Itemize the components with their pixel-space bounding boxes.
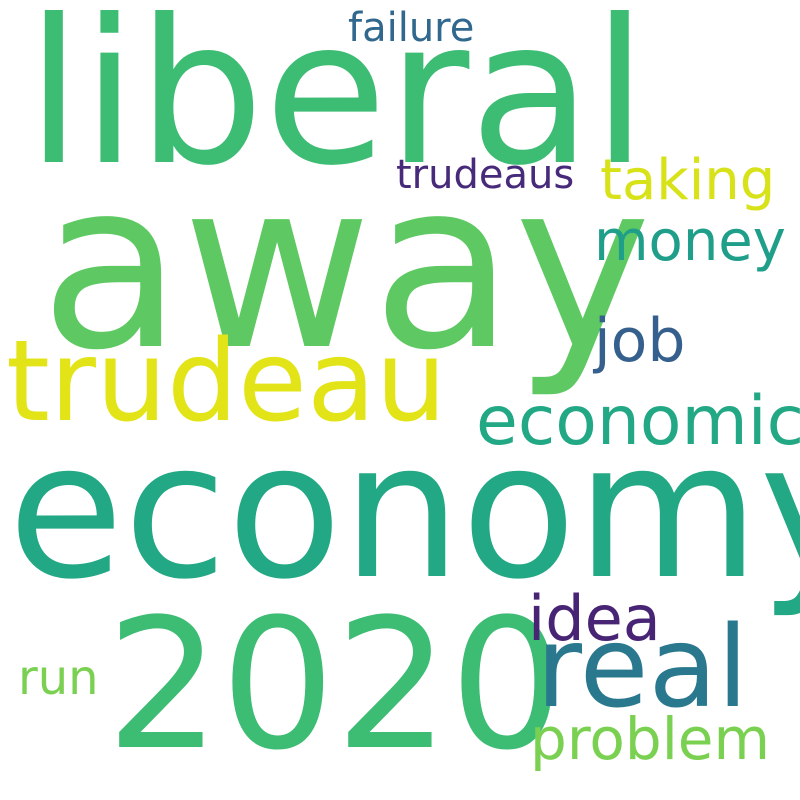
word-run: run	[18, 650, 99, 706]
word-economic: economic	[476, 382, 800, 461]
word-job: job	[594, 306, 686, 376]
word-taking: taking	[600, 148, 776, 213]
word-problem: problem	[530, 705, 770, 773]
word-real: real	[536, 603, 749, 733]
word-trudeaus: trudeaus	[396, 152, 575, 198]
word-2020: 2020	[106, 581, 565, 790]
word-liberal: liberal	[26, 0, 648, 210]
word-trudeau: trudeau	[6, 317, 447, 447]
word-failure: failure	[348, 5, 475, 51]
word-money: money	[594, 209, 786, 274]
word-away: away	[40, 131, 652, 401]
word-idea: idea	[528, 582, 661, 655]
word-economy: economy	[8, 402, 800, 621]
